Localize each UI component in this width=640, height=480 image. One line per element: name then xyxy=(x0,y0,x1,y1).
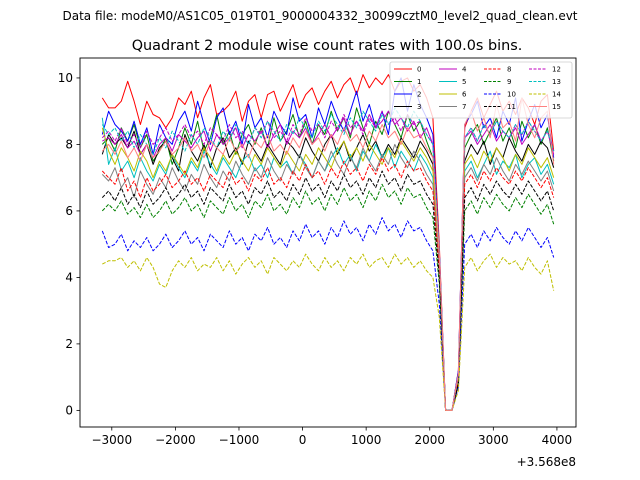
legend-label-9: 9 xyxy=(507,78,511,86)
legend-label-11: 11 xyxy=(507,103,516,111)
legend-label-1: 1 xyxy=(417,78,421,86)
legend-label-0: 0 xyxy=(417,66,421,74)
legend-label-7: 7 xyxy=(462,103,466,111)
series-10-line xyxy=(101,217,555,411)
legend-label-2: 2 xyxy=(417,91,421,99)
series-4-line xyxy=(102,110,555,411)
y-tick-label: 8 xyxy=(65,138,73,152)
legend-label-10: 10 xyxy=(507,91,516,99)
series-3-line xyxy=(101,130,555,411)
legend-label-13: 13 xyxy=(552,78,561,86)
legend-label-5: 5 xyxy=(462,78,466,86)
x-tick-label: −2000 xyxy=(155,433,196,447)
series-13-line xyxy=(101,107,555,411)
series-9-line xyxy=(101,183,555,411)
legend-label-4: 4 xyxy=(462,66,467,74)
y-tick-label: 4 xyxy=(65,271,73,285)
x-axis-offset: +3.568e8 xyxy=(517,455,576,469)
legend-label-12: 12 xyxy=(552,66,561,74)
legend-label-8: 8 xyxy=(507,66,511,74)
x-tick-label: 2000 xyxy=(414,433,445,447)
x-tick-label: 4000 xyxy=(542,433,573,447)
series-5-line xyxy=(101,117,555,411)
series-6-line xyxy=(101,127,555,411)
series-15-line xyxy=(101,97,555,411)
x-tick-label: 0 xyxy=(299,433,307,447)
x-tick-label: −3000 xyxy=(91,433,132,447)
x-axis-ticks: −3000 −2000 −1000 0 1000 2000 3000 4000 xyxy=(91,427,572,447)
series-7-line xyxy=(101,143,555,411)
y-tick-label: 10 xyxy=(58,71,73,85)
y-axis-ticks: 0 2 4 6 8 10 xyxy=(58,71,80,418)
plot-frame xyxy=(79,57,577,428)
y-tick-label: 0 xyxy=(65,404,73,418)
x-tick-label: 3000 xyxy=(478,433,509,447)
series-11-line xyxy=(101,170,555,411)
legend-label-15: 15 xyxy=(552,103,561,111)
y-tick-label: 6 xyxy=(65,204,73,218)
y-tick-label: 2 xyxy=(65,337,73,351)
legend-label-6: 6 xyxy=(462,91,467,99)
legend-box xyxy=(389,61,573,119)
data-file-header: Data file: modeM0/AS1C05_019T01_90000043… xyxy=(62,9,577,23)
chart-title: Quadrant 2 module wise count rates with … xyxy=(132,38,523,54)
x-tick-label: 1000 xyxy=(351,433,382,447)
series-8-line xyxy=(101,157,555,411)
series-14-line xyxy=(102,253,555,411)
series-layer xyxy=(101,74,555,411)
x-tick-label: −1000 xyxy=(219,433,260,447)
legend-label-14: 14 xyxy=(552,91,561,99)
legend-label-3: 3 xyxy=(417,103,421,111)
